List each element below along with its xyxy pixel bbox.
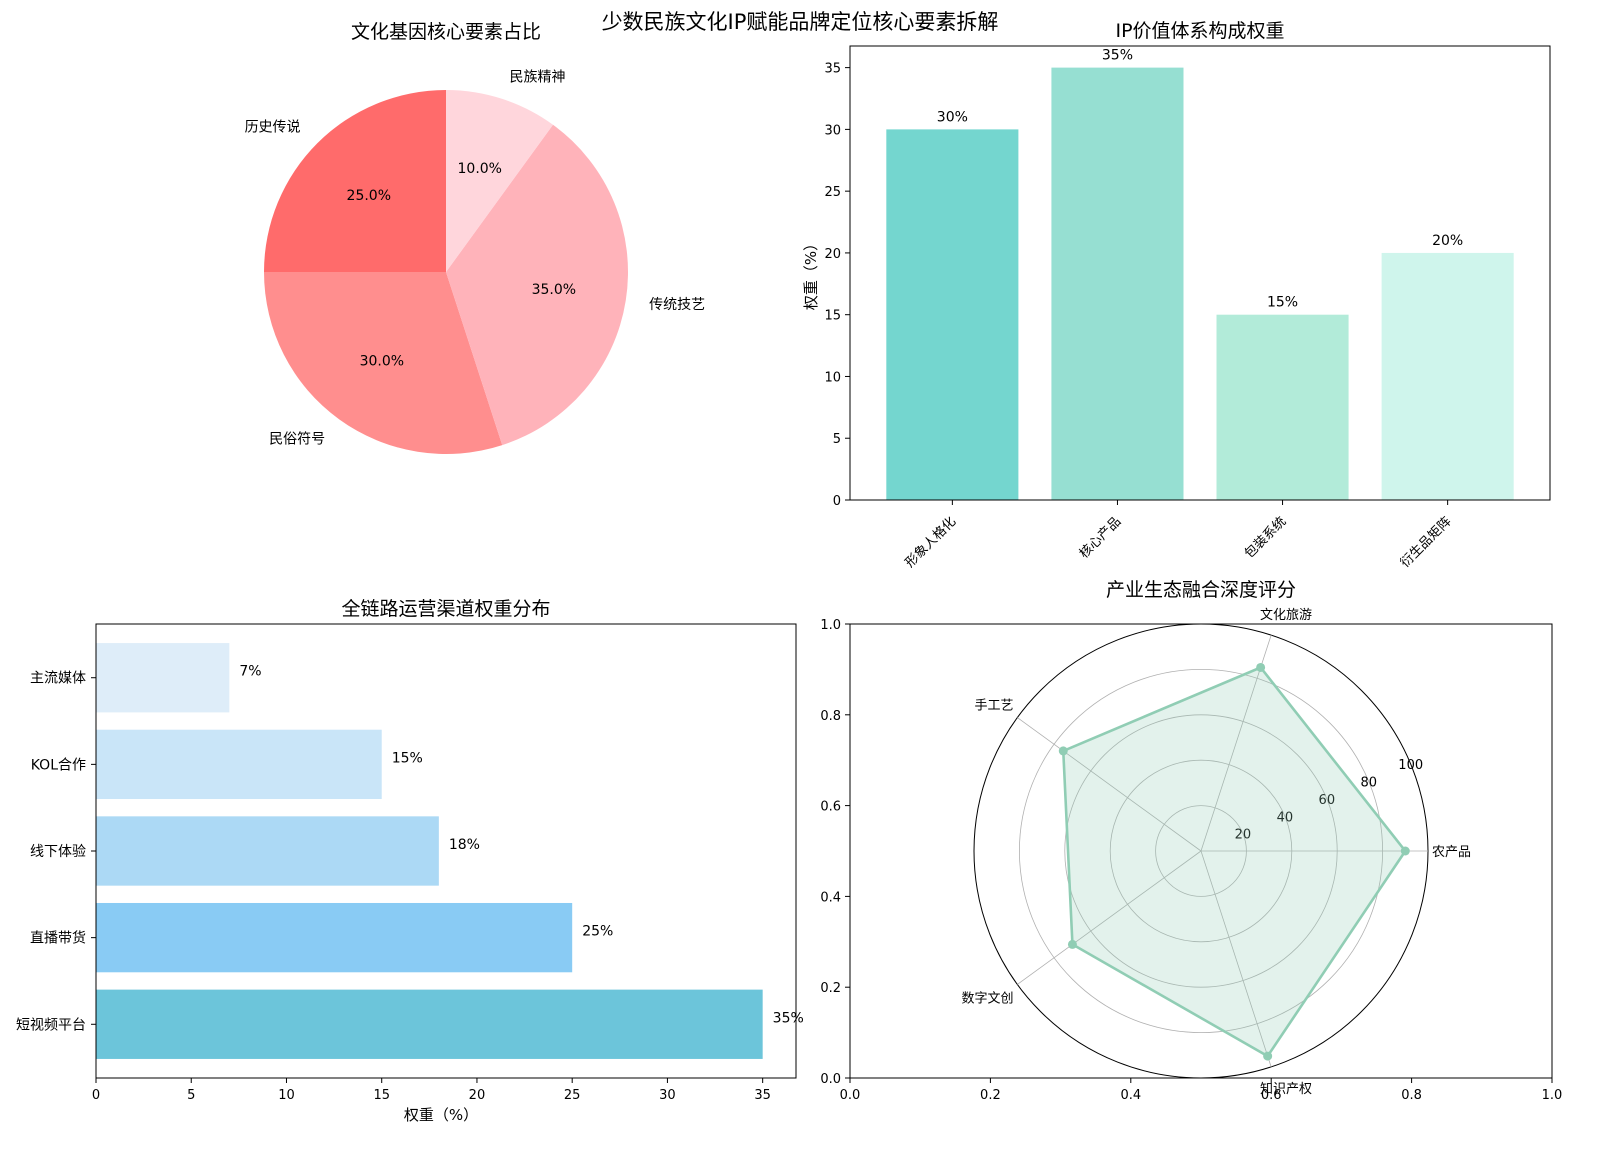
x-tick-label: 5 [187, 1088, 195, 1103]
radar-category-label: 数字文创 [962, 991, 1014, 1006]
x-tick-label: 30 [659, 1088, 676, 1103]
bar-value-label: 35% [1102, 48, 1133, 64]
radar-spoke [1200, 850, 1272, 1068]
bar [1381, 252, 1514, 500]
pie-percent-label: 25.0% [347, 188, 391, 204]
barh-value-label: 7% [239, 664, 261, 680]
radar-point [1256, 662, 1266, 672]
x-tick-label: 35 [754, 1088, 771, 1103]
y-tick-label: 0.2 [820, 981, 841, 996]
radar-r-tick-label: 40 [1277, 810, 1294, 825]
y-tick-label: 15 [824, 309, 841, 324]
y-tick-label: 0.0 [820, 1072, 841, 1087]
x-tick-label: 衍生品矩阵 [1398, 514, 1455, 571]
radar-point [1067, 939, 1077, 949]
x-axis-label: 权重（%） [404, 1106, 478, 1124]
radar-r-tick-label: 80 [1361, 776, 1378, 791]
barh-bar [96, 729, 382, 800]
pie-slice [264, 272, 503, 454]
barh-bar [96, 816, 439, 886]
radar-spoke [1017, 850, 1202, 985]
y-tick-label: 30 [824, 123, 841, 138]
bar-title: IP价值体系构成权重 [1115, 20, 1284, 42]
y-axis-label: 权重（%） [802, 236, 820, 310]
barh-bar [96, 902, 573, 973]
radar-r-tick-label: 20 [1235, 828, 1252, 843]
y-tick-label: 10 [824, 370, 841, 385]
x-tick-label: 15 [373, 1088, 390, 1103]
x-tick-label: 0.0 [840, 1088, 861, 1103]
barh-bar [96, 643, 230, 713]
radar-category-label: 文化旅游 [1260, 608, 1312, 623]
barh-value-label: 18% [449, 837, 480, 853]
pie-title: 文化基因核心要素占比 [351, 21, 541, 43]
y-tick-label: 0.6 [820, 800, 841, 815]
x-tick-label: 1.0 [1542, 1088, 1563, 1103]
radar-category-label: 手工艺 [975, 699, 1014, 714]
bar [1216, 314, 1349, 500]
x-tick-label: 10 [278, 1088, 295, 1103]
y-tick-label: 直播带货 [30, 930, 86, 947]
pie-percent-label: 10.0% [458, 161, 502, 177]
y-tick-label: 0.4 [820, 890, 841, 905]
x-tick-label: 核心产品 [1077, 514, 1124, 561]
x-tick-label: 0 [92, 1088, 100, 1103]
x-tick-label: 包装系统 [1242, 514, 1289, 561]
pie-slice-label: 民族精神 [510, 69, 566, 85]
y-tick-label: 35 [824, 62, 841, 77]
barh-bar [96, 989, 763, 1059]
pie-slice-label: 传统技艺 [649, 297, 705, 313]
barh-title: 全链路运营渠道权重分布 [341, 598, 550, 620]
plot-frame [849, 45, 1551, 501]
radar-point [1058, 746, 1068, 756]
plot-frame [95, 623, 797, 1079]
radar-series-area [1061, 665, 1407, 1058]
x-tick-label: 形象人格化 [902, 514, 959, 571]
pie-slice [446, 90, 553, 272]
bar [1051, 67, 1184, 500]
radar-point [1263, 1051, 1273, 1061]
y-tick-label: KOL合作 [31, 757, 86, 773]
radar-point [1400, 846, 1410, 856]
barh-value-label: 25% [582, 924, 613, 940]
pie-slice-label: 历史传说 [245, 120, 301, 136]
y-tick-label: 线下体验 [30, 844, 86, 860]
pie-slice [264, 90, 446, 272]
bar [886, 129, 1019, 500]
y-tick-label: 20 [824, 247, 841, 262]
figure-title: 少数民族文化IP赋能品牌定位核心要素拆解 [601, 10, 999, 34]
radar-category-label: 农产品 [1432, 845, 1471, 860]
radar-title: 产业生态融合深度评分 [1106, 579, 1296, 601]
barh-chart: 全链路运营渠道权重分布35%短视频平台25%直播带货18%线下体验15%KOL合… [16, 598, 804, 1124]
x-tick-label: 0.2 [980, 1088, 1001, 1103]
y-tick-label: 0 [833, 494, 841, 509]
x-tick-label: 0.4 [1120, 1088, 1141, 1103]
bar-value-label: 30% [937, 109, 968, 125]
radar-r-tick-label: 60 [1319, 793, 1336, 808]
x-tick-label: 25 [564, 1088, 581, 1103]
bar-value-label: 20% [1432, 233, 1463, 249]
y-tick-label: 5 [833, 432, 841, 447]
x-tick-label: 0.8 [1401, 1088, 1422, 1103]
pie-percent-label: 35.0% [532, 282, 576, 298]
radar-category-label: 知识产权 [1260, 1081, 1312, 1097]
barh-value-label: 15% [392, 750, 423, 766]
y-tick-label: 25 [824, 185, 841, 200]
bar-value-label: 15% [1267, 295, 1298, 311]
radar-spoke [1017, 717, 1202, 852]
x-tick-label: 20 [469, 1088, 486, 1103]
pie-slice-label: 民俗符号 [269, 431, 325, 447]
bar-chart: IP价值体系构成权重 30% 形象人格化 35% 核心产品 15% 包装系统 20% 衍生品矩阵… [802, 20, 1551, 571]
radar-chart: 产业生态融合深度评分 0.00.0 0.2 0.2 0.4 0.4 0.6 0.6 0.8 0.8… [820, 579, 1563, 1103]
y-tick-label: 主流媒体 [30, 671, 86, 687]
y-tick-label: 1.0 [820, 618, 841, 633]
radar-r-tick-label: 100 [1398, 758, 1423, 773]
y-tick-label: 0.8 [820, 709, 841, 724]
pie-percent-label: 30.0% [360, 353, 404, 369]
x-tick-label: 0.6 [1261, 1088, 1282, 1103]
pie-slice [446, 124, 628, 446]
y-tick-label: 短视频平台 [16, 1017, 86, 1033]
